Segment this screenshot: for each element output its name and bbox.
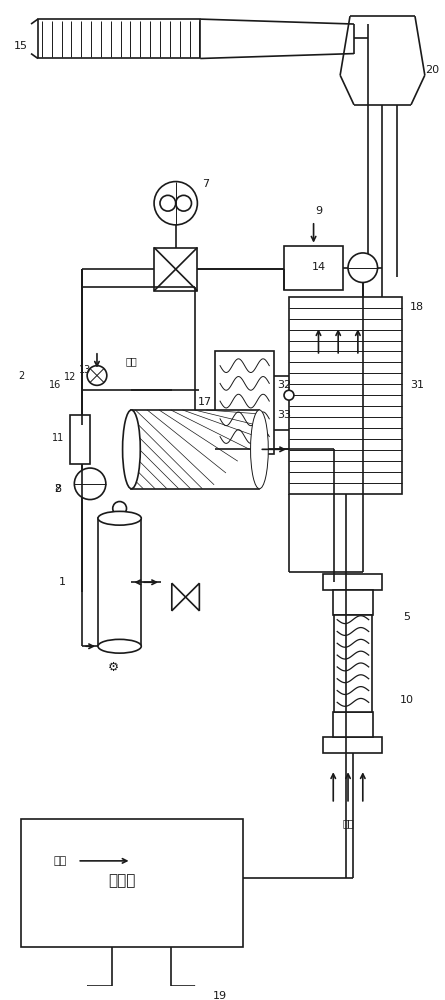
Bar [324,737,383,753]
Circle shape [348,253,377,282]
Text: 32: 32 [277,380,291,390]
Bar [215,351,274,454]
Text: 20: 20 [425,65,439,75]
Circle shape [284,390,294,400]
Text: 11: 11 [52,433,64,443]
Text: 8: 8 [54,484,61,494]
Circle shape [113,502,126,515]
Text: 9: 9 [315,206,322,216]
Ellipse shape [98,511,141,525]
Bar [333,590,372,615]
Text: 5: 5 [404,612,411,622]
Text: ⚙: ⚙ [108,661,119,674]
Text: 16: 16 [49,380,61,390]
Ellipse shape [122,410,140,489]
Bar [38,19,200,58]
Bar [333,712,372,737]
Bar [131,410,259,489]
Text: 7: 7 [202,179,209,189]
Ellipse shape [251,410,268,489]
Bar [154,248,198,291]
Polygon shape [172,583,186,611]
Text: 加热炉: 加热炉 [108,873,135,888]
Bar [284,246,343,290]
Text: 烟气: 烟气 [342,818,354,828]
Bar [289,297,402,494]
Circle shape [154,182,198,225]
Text: 33: 33 [277,410,291,420]
Text: 12: 12 [64,372,77,382]
Text: 17: 17 [198,397,212,407]
Circle shape [160,195,176,211]
Text: 10: 10 [400,695,414,705]
Text: 15: 15 [14,41,28,51]
Bar [324,574,383,590]
Circle shape [87,366,107,385]
Circle shape [176,195,191,211]
Text: 18: 18 [410,302,424,312]
Text: 烟气: 烟气 [54,856,67,866]
Circle shape [74,468,106,500]
Text: 1: 1 [59,577,66,587]
Text: 给水: 给水 [125,356,138,366]
Polygon shape [186,583,199,611]
Bar [70,415,90,464]
Bar [334,615,372,712]
Text: 19: 19 [213,991,227,1000]
Text: 2: 2 [18,371,24,381]
Bar [21,819,243,947]
Ellipse shape [98,639,141,653]
Text: 2: 2 [54,484,61,494]
Text: 31: 31 [410,380,424,390]
Text: 13: 13 [79,365,91,375]
Text: 14: 14 [312,262,326,272]
Bar [98,518,141,646]
